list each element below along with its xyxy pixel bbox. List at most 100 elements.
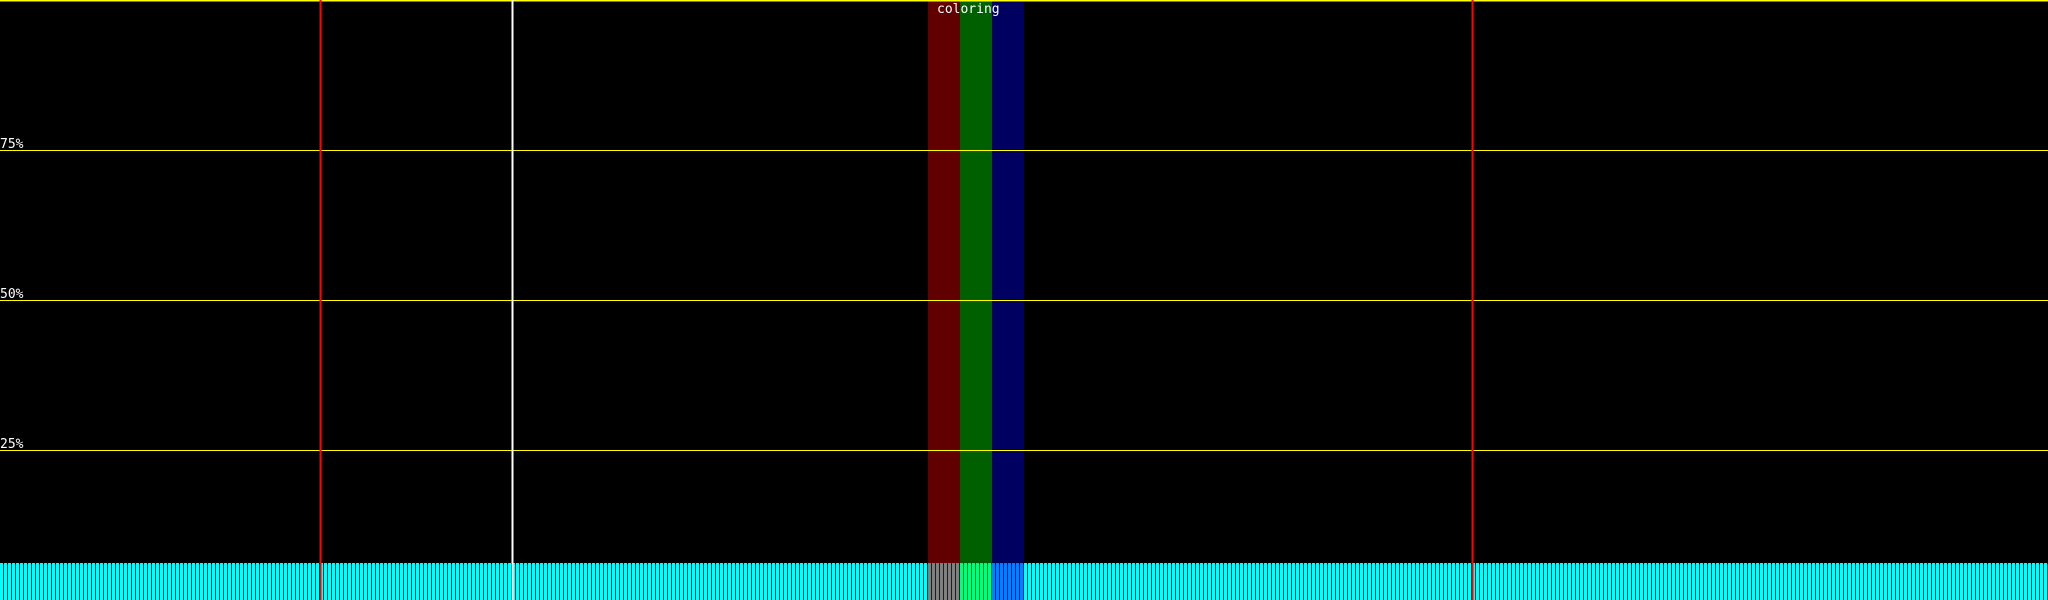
bar (684, 563, 687, 600)
bar (1980, 563, 1983, 600)
bar (1152, 563, 1155, 600)
bar (1492, 563, 1495, 600)
bar (1832, 563, 1835, 600)
bar (1660, 563, 1663, 600)
bar (2044, 563, 2047, 600)
bar (1272, 563, 1275, 600)
bar (1244, 563, 1247, 600)
bar (972, 563, 975, 600)
bar (1996, 563, 1999, 600)
bar (1196, 563, 1199, 600)
bar (1288, 563, 1291, 600)
bar (1936, 563, 1939, 600)
bar (716, 563, 719, 600)
bar (196, 563, 199, 600)
bar (256, 563, 259, 600)
bar (920, 563, 923, 600)
bar (1164, 563, 1167, 600)
bar (2028, 563, 2031, 600)
bar (992, 563, 995, 600)
bar (148, 563, 151, 600)
bar (740, 563, 743, 600)
bar (1372, 563, 1375, 600)
bar (1624, 563, 1627, 600)
bar (728, 563, 731, 600)
bar (544, 563, 547, 600)
bar (1444, 563, 1447, 600)
bar (1476, 563, 1479, 600)
bar (1940, 563, 1943, 600)
bar (136, 563, 139, 600)
bar (828, 563, 831, 600)
bar (20, 563, 23, 600)
bar (296, 563, 299, 600)
bar (932, 563, 935, 600)
bar (392, 563, 395, 600)
bar (880, 563, 883, 600)
bar (1336, 563, 1339, 600)
bar (1116, 563, 1119, 600)
bar (1956, 563, 1959, 600)
bar (1308, 563, 1311, 600)
bar (408, 563, 411, 600)
bar (116, 563, 119, 600)
bar (1224, 563, 1227, 600)
bar (420, 563, 423, 600)
bar (536, 563, 539, 600)
bar (492, 563, 495, 600)
bar (940, 563, 943, 600)
bar (780, 563, 783, 600)
bar (532, 563, 535, 600)
bar (1812, 563, 1815, 600)
bar (808, 563, 811, 600)
bar (1452, 563, 1455, 600)
bar (884, 563, 887, 600)
bar (284, 563, 287, 600)
bar (1480, 563, 1483, 600)
bar (1700, 563, 1703, 600)
bar (1728, 563, 1731, 600)
bar (40, 563, 43, 600)
bar (1232, 563, 1235, 600)
bar (784, 563, 787, 600)
bar (928, 563, 931, 600)
bar (1640, 563, 1643, 600)
bar (1192, 563, 1195, 600)
bar (380, 563, 383, 600)
bar (1800, 563, 1803, 600)
bar (348, 563, 351, 600)
bar (96, 563, 99, 600)
bar (1896, 563, 1899, 600)
bar (1208, 563, 1211, 600)
bar (616, 563, 619, 600)
bar (1516, 563, 1519, 600)
bar (1560, 563, 1563, 600)
bar (0, 563, 3, 600)
bar (496, 563, 499, 600)
bar (444, 563, 447, 600)
bar (1436, 563, 1439, 600)
bar (1676, 563, 1679, 600)
bar (1264, 563, 1267, 600)
bar (1992, 563, 1995, 600)
bar (1704, 563, 1707, 600)
bar (276, 563, 279, 600)
bar (1008, 563, 1011, 600)
bar (752, 563, 755, 600)
bar (1440, 563, 1443, 600)
bar (1304, 563, 1307, 600)
bar (1132, 563, 1135, 600)
bar (12, 563, 15, 600)
bar (1772, 563, 1775, 600)
bar (1248, 563, 1251, 600)
bar (564, 563, 567, 600)
bar (352, 563, 355, 600)
bar (1872, 563, 1875, 600)
bar (688, 563, 691, 600)
bar (764, 563, 767, 600)
bar (8, 563, 11, 600)
bar (180, 563, 183, 600)
bar (404, 563, 407, 600)
bar (868, 563, 871, 600)
